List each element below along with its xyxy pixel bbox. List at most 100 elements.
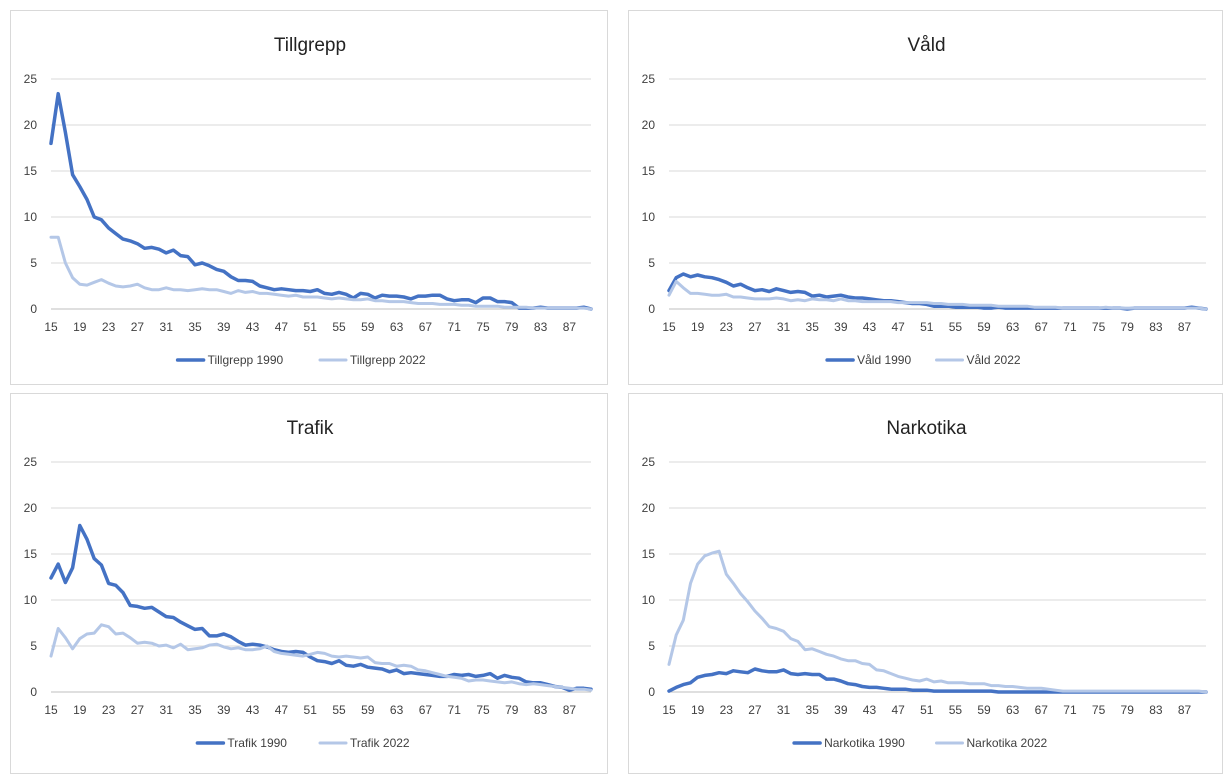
x-tick-label: 67 <box>419 320 433 334</box>
x-tick-label: 31 <box>777 320 791 334</box>
y-tick-label: 20 <box>642 501 656 515</box>
y-tick-label: 10 <box>24 593 38 607</box>
x-tick-label: 27 <box>131 703 145 717</box>
x-tick-label: 39 <box>834 703 848 717</box>
y-tick-label: 5 <box>30 256 37 270</box>
y-tick-label: 10 <box>642 593 656 607</box>
x-tick-label: 19 <box>691 703 705 717</box>
x-tick-label: 87 <box>563 320 577 334</box>
x-tick-label: 27 <box>131 320 145 334</box>
x-tick-label: 55 <box>949 320 963 334</box>
chart-panel-narkotika: Narkotika 0 5 10 15 20 25 15 19 23 27 31 35 39 43 47 51 5… <box>628 393 1223 774</box>
series-line-2022 <box>49 623 593 692</box>
x-tick-label: 39 <box>217 320 231 334</box>
legend-entry: Narkotika 2022 <box>967 736 1048 750</box>
x-tick-label: 59 <box>977 320 991 334</box>
x-tick-label: 71 <box>448 320 462 334</box>
chart-svg: Narkotika 0 5 10 15 20 25 15 19 23 27 31 35 39 43 47 51 5… <box>642 418 1208 750</box>
chart-title: Narkotika <box>886 418 967 439</box>
x-tick-label: 35 <box>806 703 820 717</box>
x-tick-label: 35 <box>188 703 202 717</box>
x-tick-label: 23 <box>720 703 734 717</box>
y-tick-label: 5 <box>30 639 37 653</box>
x-tick-label: 19 <box>73 703 87 717</box>
x-tick-label: 51 <box>920 703 934 717</box>
x-tick-label: 31 <box>160 320 174 334</box>
y-tick-label: 20 <box>24 118 38 132</box>
x-tick-label: 75 <box>476 703 490 717</box>
x-tick-label: 71 <box>1063 320 1077 334</box>
y-tick-label: 0 <box>648 685 655 699</box>
chart-panel-vald: Våld 0 5 10 15 20 25 15 19 23 27 31 35 39 43 47 51 55 59 63… <box>628 10 1223 385</box>
x-tick-label: 67 <box>419 703 433 717</box>
chart-svg: Tillgrepp 0 5 10 15 20 25 15 19 23 27 31 35 39 43 47 51 5… <box>24 35 593 367</box>
chart-svg: Våld 0 5 10 15 20 25 15 19 23 27 31 35 39 43 47 51 55 59 63… <box>642 35 1208 367</box>
legend-entry: Narkotika 1990 <box>824 736 905 750</box>
x-tick-label: 87 <box>1178 320 1192 334</box>
y-tick-label: 25 <box>642 455 656 469</box>
legend-entry: Trafik 2022 <box>350 736 410 750</box>
x-tick-label: 71 <box>448 703 462 717</box>
x-tick-label: 55 <box>332 320 346 334</box>
x-tick-label: 47 <box>275 703 289 717</box>
y-tick-label: 5 <box>648 256 655 270</box>
x-tick-label: 63 <box>390 320 404 334</box>
y-tick-label: 20 <box>642 118 656 132</box>
legend-entry: Tillgrepp 1990 <box>208 353 284 367</box>
x-tick-label: 87 <box>1178 703 1192 717</box>
x-tick-label: 59 <box>361 703 375 717</box>
x-tick-label: 51 <box>304 320 318 334</box>
y-tick-label: 0 <box>648 302 655 316</box>
chart-title: Våld <box>907 35 945 56</box>
series-line-2022 <box>49 235 593 311</box>
x-tick-label: 47 <box>891 320 905 334</box>
x-tick-label: 63 <box>390 703 404 717</box>
x-tick-label: 79 <box>505 703 519 717</box>
series-line-1990 <box>49 523 593 692</box>
x-tick-label: 51 <box>920 320 934 334</box>
x-tick-label: 43 <box>863 320 877 334</box>
x-tick-label: 75 <box>1092 703 1106 717</box>
y-tick-label: 25 <box>24 72 38 86</box>
x-tick-label: 83 <box>1149 320 1163 334</box>
x-tick-label: 15 <box>662 703 676 717</box>
legend-entry: Trafik 1990 <box>227 736 287 750</box>
series-line-2022 <box>667 549 1208 694</box>
x-tick-label: 75 <box>476 320 490 334</box>
y-tick-label: 15 <box>642 547 656 561</box>
x-tick-label: 59 <box>977 703 991 717</box>
x-tick-label: 47 <box>275 320 289 334</box>
x-tick-label: 83 <box>1149 703 1163 717</box>
y-tick-label: 5 <box>648 639 655 653</box>
y-tick-label: 20 <box>24 501 38 515</box>
x-tick-label: 51 <box>304 703 318 717</box>
x-tick-label: 79 <box>1121 320 1135 334</box>
x-tick-label: 67 <box>1035 320 1049 334</box>
x-tick-label: 67 <box>1035 703 1049 717</box>
chart-title: Trafik <box>287 418 334 439</box>
x-tick-label: 47 <box>891 703 905 717</box>
y-tick-label: 0 <box>30 302 37 316</box>
chart-panel-trafik: Trafik 0 5 10 15 20 25 15 19 23 27 31 35 39 43 47 51 55 59… <box>10 393 608 774</box>
x-tick-label: 23 <box>102 703 116 717</box>
x-tick-label: 79 <box>1121 703 1135 717</box>
legend-entry: Våld 2022 <box>967 353 1021 367</box>
chart-title: Tillgrepp <box>274 35 346 56</box>
x-tick-label: 83 <box>534 703 548 717</box>
y-tick-label: 0 <box>30 685 37 699</box>
x-tick-label: 23 <box>102 320 116 334</box>
x-tick-label: 35 <box>806 320 820 334</box>
x-tick-label: 27 <box>748 703 762 717</box>
legend-entry: Våld 1990 <box>857 353 911 367</box>
chart-svg: Trafik 0 5 10 15 20 25 15 19 23 27 31 35 39 43 47 51 55 59… <box>24 418 593 750</box>
x-tick-label: 71 <box>1063 703 1077 717</box>
x-tick-label: 55 <box>332 703 346 717</box>
x-tick-label: 31 <box>777 703 791 717</box>
x-tick-label: 31 <box>160 703 174 717</box>
x-tick-label: 79 <box>505 320 519 334</box>
x-tick-label: 15 <box>44 320 58 334</box>
x-tick-label: 23 <box>720 320 734 334</box>
y-tick-label: 25 <box>642 72 656 86</box>
series-line-2022 <box>667 279 1208 311</box>
x-tick-label: 43 <box>863 703 877 717</box>
